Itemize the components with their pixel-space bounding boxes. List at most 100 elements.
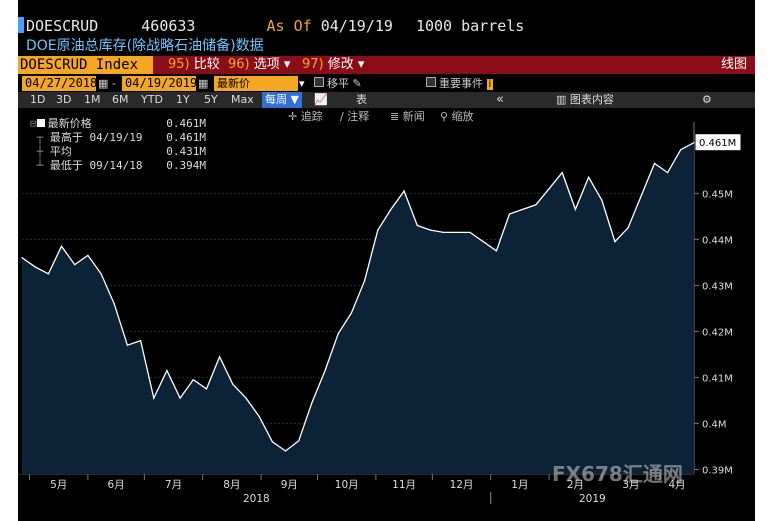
chart-icon: ▥ (556, 93, 567, 106)
period-ytd[interactable]: YTD (141, 93, 163, 106)
end-date-field[interactable]: 04/19/2019 (122, 76, 197, 91)
x-tick-label: 8月 (223, 479, 240, 491)
zoom-label: 缩放 (451, 110, 474, 123)
period-max[interactable]: Max (231, 93, 254, 106)
menu-bar: DOESCRUD Index 95) 比较 96) 选项 ▾ 97) 修改 ▾ … (18, 56, 755, 74)
date-separator: - (112, 77, 116, 90)
magnifier-icon: ⚲ (440, 110, 449, 123)
data-point (416, 224, 418, 227)
code-number: 460633 (141, 17, 196, 35)
chart-content-button[interactable]: ▥ 图表内容 (556, 92, 614, 108)
calendar-icon[interactable]: ▦ (198, 77, 209, 90)
start-date-field[interactable]: 04/27/2018 (22, 76, 97, 91)
track-tool[interactable]: ✛ 追踪 (288, 108, 323, 125)
legend-low-date: 09/14/18 (89, 159, 143, 172)
series-line (21, 142, 695, 452)
compare-button[interactable]: 95) 比较 (168, 56, 220, 74)
as-of-label: As Of (266, 17, 312, 35)
period-1m[interactable]: 1M (84, 93, 101, 106)
data-point (390, 208, 392, 211)
data-point (179, 397, 181, 399)
data-point (219, 356, 221, 358)
frequency-select[interactable]: 每周 ▼ (262, 92, 302, 108)
legend-average: ┼ 平均 (30, 145, 72, 158)
last-value-box (695, 134, 741, 151)
data-point (258, 415, 260, 418)
data-point (337, 333, 339, 335)
bloomberg-terminal: DOESCRUD 460633 As Of 04/19/19 1000 barr… (18, 0, 755, 521)
period-5y[interactable]: 5Y (204, 93, 218, 106)
annotate-tool[interactable]: ∕ 注释 (340, 108, 369, 125)
y-tick-label: 0.39M (702, 465, 733, 476)
gear-icon[interactable]: ⚙ (702, 93, 712, 106)
zoom-tool[interactable]: ⚲ 缩放 (440, 108, 474, 125)
data-point (126, 344, 129, 346)
data-point (693, 142, 695, 144)
data-point (87, 254, 89, 257)
legend-average-value: 0.431M (166, 145, 206, 158)
x-tick-label: 11月 (392, 479, 416, 491)
data-point (627, 227, 629, 229)
moving-average-toggle[interactable]: 移平 ✎ (314, 76, 362, 91)
data-point (74, 264, 76, 266)
legend-high: ┬ 最高于 04/19/19 (30, 131, 143, 144)
y-tick-label: 0.44M (702, 235, 733, 246)
legend-last-label: 最新价格 (47, 117, 92, 130)
legend-low-value: 0.394M (166, 159, 206, 172)
data-point (205, 388, 208, 390)
moving-average-label: 移平 (327, 77, 349, 90)
calendar-icon[interactable]: ▦ (98, 77, 109, 90)
data-point (324, 369, 326, 372)
chart-toolbar: ✛ 追踪 ∕ 注释 ≣ 新闻 ⚲ 缩放 (18, 108, 755, 125)
dropdown-arrow-icon[interactable]: ▾ (299, 77, 305, 90)
data-point (311, 402, 313, 404)
x-axis: 5月 6月 7月 8月 9月 10月 11月 12月 1月 2月 3月 4月 2018 2019 (18, 474, 694, 505)
data-point (443, 231, 445, 234)
data-point (232, 383, 234, 385)
data-point (680, 149, 682, 151)
data-point (601, 199, 603, 201)
key-events-toggle[interactable]: 重要事件 i (426, 76, 494, 91)
data-point (298, 440, 300, 442)
price-field-select[interactable]: 最新价 (214, 76, 298, 91)
legend-last-value: 0.461M (166, 117, 206, 130)
data-point (587, 176, 590, 178)
period-1d[interactable]: 1D (30, 93, 46, 106)
data-point (192, 379, 194, 381)
data-point (456, 231, 458, 234)
data-point (522, 208, 524, 211)
legend-average-label: 平均 (49, 145, 72, 158)
news-label: 新闻 (402, 110, 425, 123)
x-tick-label: 1月 (511, 479, 528, 491)
data-point (139, 339, 142, 342)
period-1y[interactable]: 1Y (176, 93, 190, 106)
dropdown-arrow-icon: ▾ (357, 57, 365, 72)
edit-label: 修改 (327, 57, 354, 72)
frequency-label: 每周 (265, 93, 287, 106)
data-point (284, 450, 287, 452)
period-6m[interactable]: 6M (112, 93, 129, 106)
view-type-button[interactable]: 线图 (720, 57, 747, 72)
data-point (561, 172, 563, 174)
options-button[interactable]: 96) 选项 ▾ (228, 56, 290, 74)
legend-high-value: 0.461M (166, 131, 206, 144)
data-point (34, 266, 36, 268)
edit-button[interactable]: 97) 修改 ▾ (302, 56, 364, 74)
security-field[interactable]: DOESCRUD Index (18, 56, 153, 74)
data-point (100, 273, 102, 275)
info-icon: i (486, 79, 494, 90)
annotate-label: 注释 (347, 110, 370, 123)
y-tick-label: 0.4M (702, 419, 727, 430)
news-tool[interactable]: ≣ 新闻 (390, 108, 425, 125)
data-point (495, 250, 497, 252)
chart-type-icon[interactable]: 📈 (314, 93, 328, 106)
cursor-icon (18, 17, 24, 33)
year-label: 2019 (579, 493, 606, 505)
dropdown-arrow-icon: ▾ (283, 57, 291, 72)
x-tick-label: 2月 (567, 479, 584, 491)
y-tick-label: 0.45M (702, 189, 733, 200)
data-point (377, 229, 379, 231)
table-button[interactable]: 表 (356, 93, 367, 106)
period-3d[interactable]: 3D (56, 93, 72, 106)
collapse-button[interactable]: « (496, 92, 504, 107)
